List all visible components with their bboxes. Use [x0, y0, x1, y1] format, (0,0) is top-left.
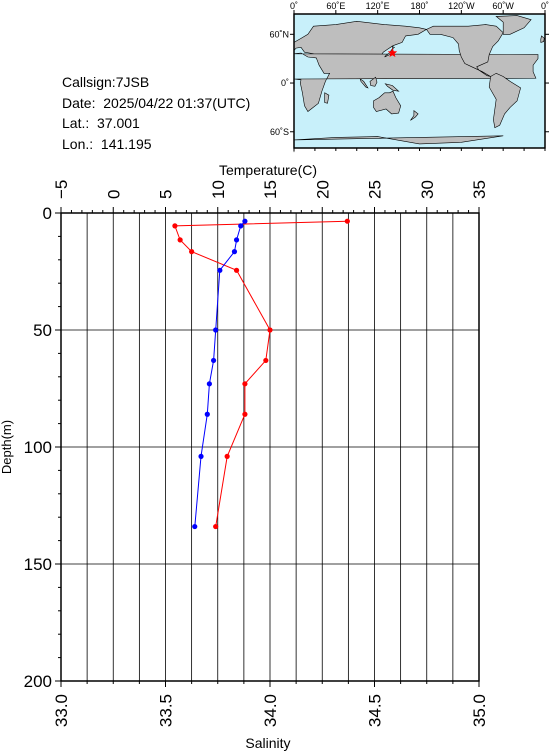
temperature-axis-label: Temperature(C)	[219, 162, 317, 178]
map-lon-label: 180˚	[410, 1, 428, 11]
uk-landmass	[540, 35, 545, 43]
temperature-tick-label: 20	[313, 180, 332, 199]
temperature-tick-label: 15	[261, 180, 280, 199]
australia-landmass	[373, 90, 402, 115]
salinity-point	[217, 267, 223, 273]
temperature-line	[174, 220, 348, 527]
temperature-tick-label: 0	[104, 190, 123, 199]
temperature-point	[224, 453, 230, 459]
sumatra-landmass	[359, 78, 369, 89]
map-lat-label: 60˚S	[270, 127, 289, 137]
salinity-tick-label: 35.0	[470, 694, 489, 727]
depth-axis-label: Depth(m)	[0, 420, 14, 474]
temperature-point	[242, 381, 248, 387]
depth-tick-label: 200	[24, 672, 52, 691]
borneo-landmass	[369, 76, 378, 87]
station-info: Callsign:7JSB Date: 2025/04/22 01:37(UTC…	[62, 72, 250, 154]
temperature-point	[233, 267, 240, 273]
map-lon-label: 120˚W	[448, 1, 475, 11]
star-icon	[387, 48, 398, 57]
longitude-text: Lon.: 141.195	[62, 135, 152, 152]
new-zealand-landmass	[410, 109, 419, 121]
map-lon-label: 0˚	[541, 1, 549, 11]
depth-tick-label: 50	[33, 321, 52, 340]
salinity-point	[242, 218, 248, 224]
south-america-landmass	[488, 72, 521, 129]
salinity-point	[204, 411, 210, 417]
salinity-tick-label: 34.0	[261, 694, 280, 727]
salinity-tick-label: 33.5	[157, 694, 176, 727]
salinity-point	[192, 523, 198, 530]
map-lat-label: 0˚	[281, 78, 289, 88]
temperature-point	[267, 327, 273, 333]
temperature-tick-label: 35	[470, 180, 489, 199]
madagascar-landmass	[324, 92, 330, 104]
salinity-point	[198, 453, 204, 459]
temperature-point	[242, 411, 248, 417]
depth-tick-label: 150	[24, 555, 52, 574]
temperature-point	[263, 357, 269, 364]
salinity-tick-label: 34.5	[366, 694, 385, 727]
salinity-point	[231, 249, 238, 255]
salinity-tick-label: 33.0	[52, 694, 71, 727]
callsign-text: Callsign:7JSB	[62, 74, 150, 90]
salinity-point	[238, 223, 244, 229]
salinity-axis-label: Salinity	[245, 735, 290, 751]
salinity-point	[210, 357, 217, 364]
map-lon-label: 60˚E	[326, 1, 345, 11]
chart-series	[172, 218, 350, 530]
latitude-text: Lat.: 37.001	[62, 115, 140, 131]
temperature-tick-label: 10	[209, 180, 228, 199]
depth-tick-label: 0	[43, 204, 52, 223]
temperature-point	[177, 237, 183, 243]
temperature-tick-label: −5	[52, 180, 71, 199]
map-lon-label: 0˚	[290, 1, 298, 11]
map-lon-label: 120˚E	[366, 1, 390, 11]
map-lat-label: 60˚N	[269, 29, 289, 39]
temperature-tick-label: 30	[418, 180, 437, 199]
chart-grid	[61, 213, 479, 681]
greenland-landmass	[495, 15, 532, 35]
salinity-point	[213, 327, 219, 333]
salinity-point	[233, 237, 240, 243]
temperature-tick-label: 5	[157, 190, 176, 199]
temperature-point	[172, 223, 178, 229]
depth-tick-label: 100	[24, 438, 52, 457]
salinity-line	[194, 220, 246, 527]
north-america-landmass	[426, 24, 504, 77]
temperature-tick-label: 25	[366, 180, 385, 199]
salinity-point	[206, 381, 212, 387]
new-guinea-landmass	[384, 83, 400, 92]
map-lon-label: 60˚W	[492, 1, 514, 11]
temperature-point	[189, 249, 195, 255]
date-text: Date: 2025/04/22 01:37(UTC)	[62, 94, 251, 111]
temperature-point	[213, 523, 219, 530]
temperature-point	[344, 218, 350, 224]
